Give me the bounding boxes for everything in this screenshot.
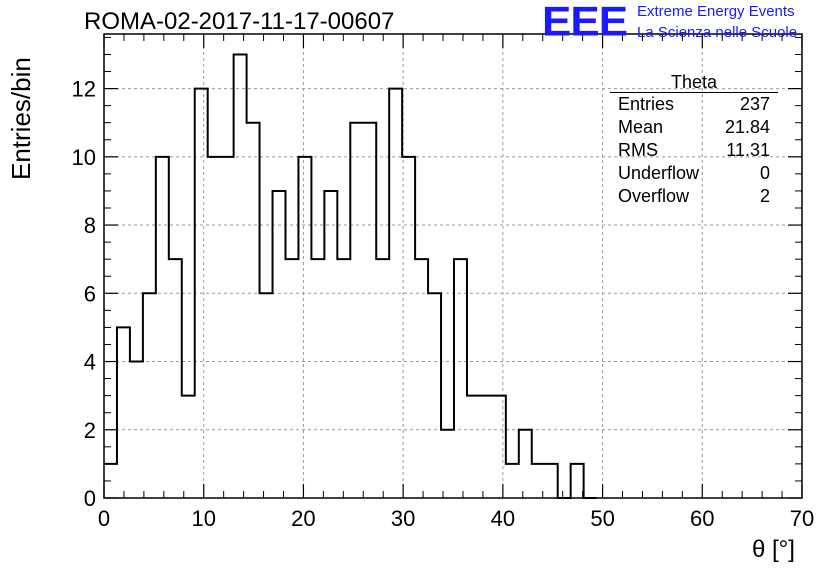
stats-row-entries: Entries 237	[610, 93, 778, 116]
stats-row-underflow: Underflow 0	[610, 162, 778, 185]
stats-row-rms: RMS 11.31	[610, 139, 778, 162]
x-tick-label: 60	[690, 506, 714, 531]
histogram-series	[104, 53, 597, 499]
x-tick-label: 30	[391, 506, 415, 531]
stats-value: 237	[739, 94, 770, 114]
y-tick-label: 6	[84, 281, 96, 306]
stats-value: 2	[759, 186, 770, 206]
stats-row-overflow: Overflow 2	[610, 185, 778, 208]
x-tick-label: 70	[790, 506, 814, 531]
logo-text-line2: La Scienza nelle Scuole	[637, 24, 798, 41]
y-tick-labels: 0 2 4 6 8 10 12	[72, 77, 96, 511]
stats-label: Entries	[618, 94, 675, 114]
x-tick-label: 40	[491, 506, 515, 531]
stats-label: Mean	[618, 117, 664, 137]
stats-value: 21.84	[724, 117, 770, 137]
y-tick-label: 8	[84, 213, 96, 238]
y-tick-label: 10	[72, 145, 96, 170]
logo-text-line1: Extreme Energy Events	[637, 3, 795, 20]
x-tick-label: 50	[590, 506, 614, 531]
stats-value: 0	[759, 163, 770, 183]
stats-value: 11.31	[726, 140, 770, 160]
run-title: ROMA-02-2017-11-17-00607	[84, 8, 395, 35]
stats-row-mean: Mean 21.84	[610, 116, 778, 139]
y-tick-label: 0	[84, 486, 96, 511]
x-tick-label: 0	[98, 506, 110, 531]
stats-label: RMS	[618, 140, 658, 160]
stats-label: Overflow	[618, 186, 690, 206]
y-axis-label: Entries/bin	[6, 57, 36, 180]
y-tick-label: 2	[84, 418, 96, 443]
stats-box: Theta Entries 237 Mean 21.84 RMS 11.31 U…	[610, 72, 778, 208]
y-tick-label: 4	[84, 350, 96, 375]
x-axis-label: θ [°]	[752, 536, 795, 563]
y-tick-label: 12	[72, 77, 96, 102]
eee-logo: EEE	[542, 0, 628, 45]
x-tick-label: 20	[291, 506, 315, 531]
x-tick-label: 10	[191, 506, 215, 531]
plot-frame	[103, 33, 803, 499]
stats-title: Theta	[610, 72, 778, 93]
stats-label: Underflow	[618, 163, 700, 183]
x-tick-labels: 0 10 20 30 40 50 60 70	[98, 506, 814, 531]
